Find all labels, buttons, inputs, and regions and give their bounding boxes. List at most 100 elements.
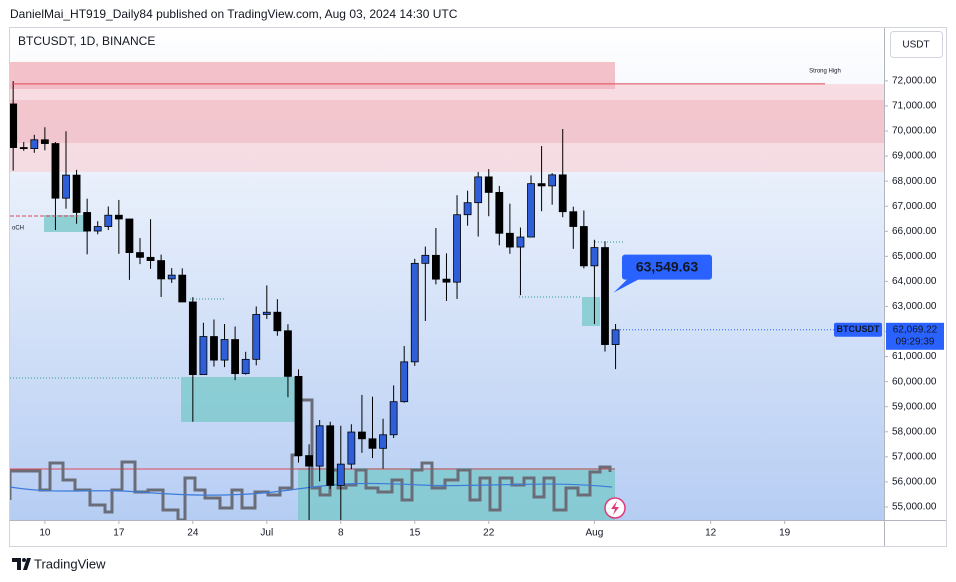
x-tick-label: 10 bbox=[39, 528, 51, 539]
candle-body bbox=[516, 236, 525, 248]
candle-body bbox=[188, 301, 197, 376]
y-tick-label: 58,000.00 bbox=[892, 426, 937, 437]
candle-body bbox=[10, 103, 18, 148]
candle-body bbox=[368, 438, 377, 449]
candle-body bbox=[421, 254, 430, 264]
callout-label: 63,549.63 bbox=[636, 258, 698, 274]
candle-body bbox=[125, 218, 134, 253]
candle-body bbox=[199, 336, 208, 376]
price-value: 62,069.22 bbox=[893, 324, 938, 335]
candle-body bbox=[474, 176, 483, 204]
candle-body bbox=[389, 401, 398, 436]
zone bbox=[10, 100, 884, 143]
y-tick-label: 68,000.00 bbox=[892, 176, 937, 187]
candle-body bbox=[305, 455, 313, 467]
candle-body bbox=[358, 431, 366, 440]
y-tick-label: 71,000.00 bbox=[892, 101, 937, 112]
chart-title: BTCUSDT, 1D, BINANCE bbox=[18, 34, 155, 48]
candle-body bbox=[157, 260, 166, 280]
candle-body bbox=[400, 361, 409, 403]
candle-body bbox=[167, 274, 176, 280]
candle-body bbox=[178, 274, 187, 303]
candle-body bbox=[262, 311, 271, 315]
x-tick-label: 15 bbox=[409, 528, 421, 539]
x-tick-label: 12 bbox=[705, 528, 717, 539]
currency-button[interactable] bbox=[890, 31, 943, 58]
candle-body bbox=[72, 174, 81, 213]
candle-body bbox=[284, 330, 292, 377]
candle-body bbox=[558, 174, 567, 213]
candle-body bbox=[548, 174, 557, 187]
logo-dot bbox=[22, 558, 26, 562]
y-tick-label: 57,000.00 bbox=[892, 451, 937, 462]
oscillator-avg bbox=[10, 482, 613, 496]
y-tick-label: 64,000.00 bbox=[892, 276, 937, 287]
y-tick-label: 61,000.00 bbox=[892, 351, 937, 362]
candle-body bbox=[294, 375, 303, 456]
y-tick-label: 59,000.00 bbox=[892, 401, 937, 412]
level-label: Strong High bbox=[809, 68, 841, 74]
candle-body bbox=[136, 252, 144, 258]
candle-body bbox=[601, 247, 609, 345]
candle-body bbox=[432, 254, 440, 280]
candle-body bbox=[347, 431, 356, 465]
candle-body bbox=[590, 247, 599, 267]
candle-body bbox=[442, 278, 451, 283]
candle-body bbox=[210, 336, 218, 361]
candle-body bbox=[611, 329, 620, 345]
candle-body bbox=[505, 232, 514, 248]
countdown: 09:29:39 bbox=[896, 336, 935, 347]
plot bbox=[10, 81, 884, 520]
y-tick-label: 60,000.00 bbox=[892, 376, 937, 387]
candle-body bbox=[379, 434, 387, 449]
y-tick-label: 55,000.00 bbox=[892, 502, 937, 513]
zone bbox=[10, 62, 615, 89]
candle-body bbox=[93, 226, 102, 232]
y-tick-label: 72,000.00 bbox=[892, 76, 937, 87]
candle-body bbox=[252, 314, 261, 360]
y-tick-label: 70,000.00 bbox=[892, 126, 937, 137]
candle-body bbox=[241, 358, 250, 375]
x-tick-label: 19 bbox=[779, 528, 791, 539]
level-label: oCH bbox=[12, 226, 24, 232]
candle-body bbox=[220, 339, 229, 361]
x-tick-label: 17 bbox=[113, 528, 125, 539]
callout-box bbox=[622, 254, 712, 280]
x-tick-label: 22 bbox=[483, 528, 495, 539]
candle-body bbox=[19, 147, 28, 149]
candle-body bbox=[30, 139, 39, 149]
price-box bbox=[886, 322, 944, 350]
drawings bbox=[10, 62, 884, 520]
candle-body bbox=[484, 176, 493, 193]
candle-body bbox=[315, 425, 324, 467]
x-tick-label: 24 bbox=[187, 528, 199, 539]
footer-brand: TradingView bbox=[34, 556, 106, 571]
price-name-box bbox=[834, 322, 882, 337]
candle-body bbox=[453, 214, 461, 283]
candle-body bbox=[569, 211, 578, 227]
y-tick-label: 56,000.00 bbox=[892, 477, 937, 488]
zone bbox=[44, 215, 88, 232]
x-tick-label: 8 bbox=[338, 528, 344, 539]
y-tick-label: 66,000.00 bbox=[892, 226, 937, 237]
candle-body bbox=[62, 174, 70, 199]
zone bbox=[582, 297, 600, 326]
publisher: DanielMai_HT919_Daily84 published on Tra… bbox=[10, 7, 458, 21]
x-tick-label: Jul bbox=[260, 528, 273, 539]
candle-body bbox=[326, 425, 335, 486]
price-name: BTCUSDT bbox=[837, 324, 880, 334]
candle-body bbox=[410, 262, 419, 363]
callout-pointer bbox=[613, 278, 640, 293]
candle-body bbox=[527, 183, 535, 238]
candle-body bbox=[495, 192, 504, 234]
candle-body bbox=[537, 183, 546, 187]
currency: USDT bbox=[902, 40, 929, 51]
y-tick-label: 65,000.00 bbox=[892, 251, 937, 262]
y-tick-label: 63,000.00 bbox=[892, 301, 937, 312]
candle-body bbox=[40, 139, 49, 144]
candle-body bbox=[579, 226, 588, 267]
candle-body bbox=[273, 311, 282, 332]
y-tick-label: 69,000.00 bbox=[892, 151, 937, 162]
